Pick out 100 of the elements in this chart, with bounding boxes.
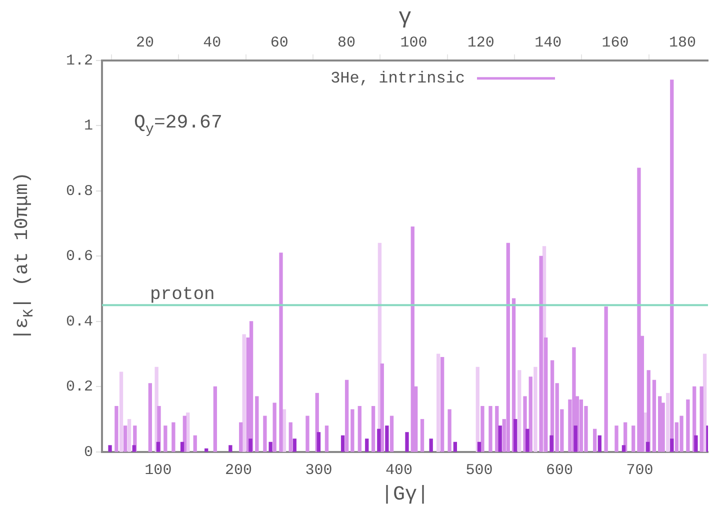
bar xyxy=(453,442,457,452)
bar xyxy=(123,426,128,452)
bar xyxy=(316,432,321,452)
bar xyxy=(506,242,510,452)
bar xyxy=(380,364,384,452)
bar xyxy=(488,406,492,452)
bar xyxy=(340,435,345,452)
bar xyxy=(652,380,656,452)
bar xyxy=(148,383,152,452)
bar xyxy=(637,168,641,452)
legend-label: 3He, intrinsic xyxy=(330,70,465,88)
bar xyxy=(306,416,310,452)
x-tick-label: 500 xyxy=(466,462,493,479)
y-tick-label: 1 xyxy=(84,118,93,135)
x2-tick-label: 160 xyxy=(602,34,629,52)
ref-line-label: proton xyxy=(150,284,215,305)
bar xyxy=(436,354,440,452)
bar xyxy=(268,442,272,452)
x2-tick-label: 20 xyxy=(136,34,154,52)
bar xyxy=(614,426,618,452)
bar xyxy=(646,442,650,452)
bar xyxy=(598,435,602,452)
x2-tick-label: 40 xyxy=(203,34,222,52)
bar xyxy=(292,438,296,452)
x2-tick-label: 80 xyxy=(338,34,356,52)
bar xyxy=(694,435,698,452)
x-tick-label: 400 xyxy=(385,462,412,479)
bar xyxy=(385,426,389,452)
bar xyxy=(132,445,136,452)
bar xyxy=(514,419,518,452)
bar xyxy=(518,370,522,452)
x-tick-label: 300 xyxy=(305,462,332,479)
bar xyxy=(604,306,608,452)
bar xyxy=(180,442,184,452)
bar xyxy=(172,422,176,452)
bar xyxy=(164,426,168,452)
bar xyxy=(288,422,292,452)
bar xyxy=(350,409,354,452)
bar xyxy=(410,226,414,452)
bar xyxy=(420,419,424,452)
bar xyxy=(670,438,674,452)
y-tick-label: 0.8 xyxy=(66,182,93,200)
x2-axis-title: γ xyxy=(398,5,412,30)
bar xyxy=(448,409,452,452)
bar xyxy=(371,406,376,452)
bar xyxy=(272,402,276,452)
bar xyxy=(263,416,267,452)
bar xyxy=(228,445,232,452)
y-tick-label: 0.2 xyxy=(66,378,93,396)
bar xyxy=(700,386,704,452)
bar xyxy=(498,426,502,452)
x-tick-label: 700 xyxy=(626,462,654,479)
bar xyxy=(528,376,532,452)
bar xyxy=(242,334,246,452)
x2-tick-label: 180 xyxy=(668,34,696,52)
bar xyxy=(429,438,433,452)
bar xyxy=(213,386,218,452)
bar xyxy=(204,448,208,452)
x-tick-label: 600 xyxy=(546,462,574,479)
bar xyxy=(592,428,597,452)
bar xyxy=(477,442,482,452)
bar xyxy=(193,435,197,452)
bar xyxy=(377,428,381,452)
bar xyxy=(526,428,530,452)
bar xyxy=(127,419,132,452)
bar xyxy=(324,426,329,452)
bar xyxy=(405,432,409,452)
bar xyxy=(632,426,636,452)
bar xyxy=(440,357,444,452)
y-tick-label: 0 xyxy=(84,444,93,461)
bar xyxy=(666,392,670,452)
bar xyxy=(365,438,369,452)
bar xyxy=(686,399,690,452)
bar xyxy=(255,396,259,452)
bar xyxy=(279,252,283,452)
x2-tick-label: 60 xyxy=(270,34,288,52)
bar xyxy=(480,406,484,452)
bar xyxy=(119,372,124,452)
y-axis-title: |εK| (at 10πμm) xyxy=(11,172,38,340)
x2-tick-label: 140 xyxy=(534,34,562,52)
y-tick-label: 1.2 xyxy=(66,52,93,70)
y-tick-label: 0.6 xyxy=(66,248,93,266)
bar xyxy=(550,435,554,452)
bar xyxy=(344,380,349,452)
bar xyxy=(622,445,626,452)
bar xyxy=(248,438,252,452)
x-tick-label: 100 xyxy=(144,462,172,479)
bar xyxy=(114,406,118,452)
x-axis-title: |Gγ| xyxy=(380,483,430,506)
x-tick-label: 200 xyxy=(224,462,252,479)
x2-tick-label: 120 xyxy=(467,34,494,52)
bar xyxy=(390,416,394,452)
bar xyxy=(358,406,362,452)
x2-tick-label: 100 xyxy=(400,34,428,52)
bar xyxy=(495,406,499,452)
bar xyxy=(239,422,243,452)
bar xyxy=(574,426,578,452)
bar xyxy=(156,442,160,452)
bar xyxy=(534,366,538,452)
bar xyxy=(108,445,112,452)
